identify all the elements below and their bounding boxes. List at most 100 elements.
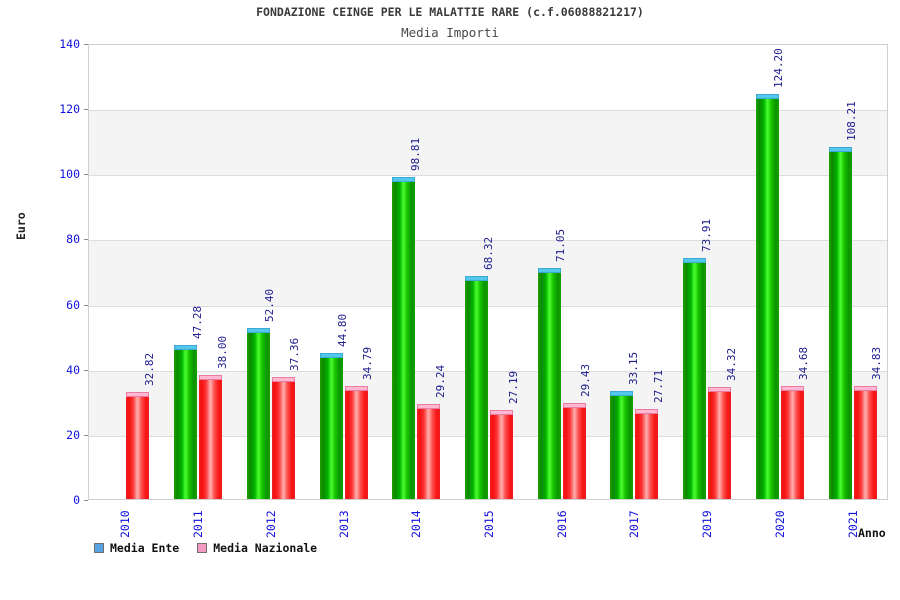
bar-media-nazionale-2014[interactable] bbox=[417, 403, 441, 499]
gridline bbox=[89, 240, 887, 241]
bar-top-cap bbox=[755, 94, 779, 100]
y-axis-tick-mark bbox=[84, 435, 88, 436]
bar-top-cap bbox=[828, 146, 852, 152]
bar-body bbox=[392, 180, 416, 499]
legend-label: Media Nazionale bbox=[213, 541, 318, 555]
bar-value-label: 124.20 bbox=[772, 48, 786, 89]
bar-value-label: 34.83 bbox=[870, 346, 884, 380]
bar-body bbox=[199, 378, 223, 499]
bar-media-ente-2014[interactable] bbox=[392, 177, 416, 499]
bar-body bbox=[319, 356, 343, 499]
bar-body bbox=[537, 270, 561, 499]
bar-value-label: 73.91 bbox=[699, 219, 713, 253]
bar-media-nazionale-2015[interactable] bbox=[490, 410, 513, 499]
bar-media-nazionale-2020[interactable] bbox=[780, 386, 804, 499]
bar-media-ente-2011[interactable] bbox=[174, 345, 198, 499]
bar-top-cap bbox=[174, 345, 198, 351]
bar-media-nazionale-2021[interactable] bbox=[853, 385, 877, 499]
y-axis-tick-label: 60 bbox=[66, 297, 80, 312]
bar-body bbox=[780, 389, 804, 499]
bar-media-ente-2017[interactable] bbox=[610, 391, 634, 499]
y-axis-title: Euro bbox=[14, 212, 28, 240]
bar-top-cap bbox=[780, 386, 804, 392]
bar-body bbox=[562, 406, 586, 499]
x-axis-tick-label-2021: 2021 bbox=[845, 510, 860, 538]
gridline bbox=[89, 306, 887, 307]
x-axis-tick-label-2012: 2012 bbox=[263, 510, 278, 538]
bar-value-label: 34.68 bbox=[797, 346, 811, 381]
y-axis-tick-mark bbox=[84, 370, 88, 371]
bar-top-cap bbox=[610, 391, 634, 397]
grid-band bbox=[89, 110, 887, 176]
bar-top-cap bbox=[537, 267, 561, 273]
bar-value-label: 47.28 bbox=[190, 305, 204, 339]
bar-media-ente-2021[interactable] bbox=[828, 146, 852, 499]
bar-media-nazionale-2010[interactable] bbox=[126, 392, 150, 499]
bar-top-cap bbox=[246, 328, 270, 334]
y-axis-tick-label: 20 bbox=[66, 427, 80, 442]
legend-item-media-nazionale[interactable]: Media Nazionale bbox=[197, 541, 317, 555]
grid-band bbox=[89, 240, 887, 306]
y-axis-tick-mark bbox=[84, 174, 88, 175]
y-axis-tick-mark bbox=[84, 109, 88, 110]
x-axis-tick-label-2020: 2020 bbox=[772, 510, 787, 538]
x-axis-title: Anno bbox=[858, 526, 886, 540]
bar-value-label: 34.32 bbox=[724, 348, 738, 382]
bar-body bbox=[126, 395, 150, 499]
bar-body bbox=[635, 411, 659, 499]
bar-body bbox=[683, 261, 707, 499]
bar-media-ente-2016[interactable] bbox=[537, 267, 561, 499]
legend-swatch-icon bbox=[197, 543, 208, 553]
bar-media-ente-2013[interactable] bbox=[319, 353, 343, 499]
x-axis-tick-label-2011: 2011 bbox=[191, 510, 206, 538]
gridline bbox=[89, 110, 887, 111]
bar-top-cap bbox=[562, 403, 586, 409]
bar-top-cap bbox=[490, 410, 513, 416]
bar-body bbox=[490, 413, 513, 499]
bar-value-label: 27.71 bbox=[651, 369, 665, 403]
gridline bbox=[89, 371, 887, 372]
legend-item-media-ente[interactable]: Media Ente bbox=[94, 541, 179, 555]
bar-media-nazionale-2013[interactable] bbox=[344, 385, 368, 499]
bar-value-label: 27.19 bbox=[506, 371, 520, 405]
bar-body bbox=[828, 149, 852, 499]
x-axis-tick-label-2013: 2013 bbox=[336, 510, 351, 538]
bar-top-cap bbox=[708, 387, 732, 393]
bar-body bbox=[853, 388, 877, 499]
bar-value-label: 52.40 bbox=[263, 289, 277, 323]
bar-top-cap bbox=[199, 375, 223, 381]
bar-media-nazionale-2012[interactable] bbox=[271, 377, 295, 499]
bar-media-ente-2019[interactable] bbox=[683, 258, 707, 499]
bar-value-label: 37.36 bbox=[288, 338, 302, 372]
bar-top-cap bbox=[344, 385, 368, 391]
legend-label: Media Ente bbox=[110, 541, 180, 555]
bar-media-nazionale-2019[interactable] bbox=[708, 387, 732, 499]
x-axis-tick-label-2017: 2017 bbox=[627, 510, 642, 538]
bar-value-label: 32.82 bbox=[142, 352, 156, 387]
bar-top-cap bbox=[271, 377, 295, 383]
bar-body bbox=[271, 380, 295, 499]
bar-body bbox=[755, 97, 779, 499]
bar-value-label: 38.00 bbox=[215, 336, 229, 370]
bar-top-cap bbox=[319, 353, 343, 359]
bar-value-label: 29.24 bbox=[433, 364, 447, 398]
x-axis-tick-label-2015: 2015 bbox=[482, 510, 496, 538]
bar-top-cap bbox=[853, 385, 877, 391]
x-axis-tick-label-2014: 2014 bbox=[409, 510, 424, 538]
y-axis-tick-label: 40 bbox=[66, 362, 80, 377]
bar-media-ente-2020[interactable] bbox=[755, 94, 779, 499]
bar-media-ente-2012[interactable] bbox=[246, 328, 270, 499]
y-axis-tick-label: 80 bbox=[66, 232, 80, 247]
bar-top-cap bbox=[635, 408, 659, 414]
plot-area: 32.82 47.28 38.00 52.40 37.36 44.80 34.79 98.81… bbox=[88, 44, 888, 500]
x-axis-tick-label-2019: 2019 bbox=[700, 510, 715, 538]
bar-value-label: 29.43 bbox=[579, 364, 593, 398]
y-axis-tick-mark bbox=[84, 44, 88, 45]
bar-media-nazionale-2011[interactable] bbox=[199, 375, 223, 499]
bar-media-ente-2015[interactable] bbox=[465, 276, 488, 499]
bar-media-nazionale-2017[interactable] bbox=[635, 408, 659, 499]
chart-subtitle: Media Importi bbox=[401, 25, 499, 40]
bar-media-nazionale-2016[interactable] bbox=[562, 403, 586, 499]
bar-value-label: 71.05 bbox=[554, 228, 568, 262]
